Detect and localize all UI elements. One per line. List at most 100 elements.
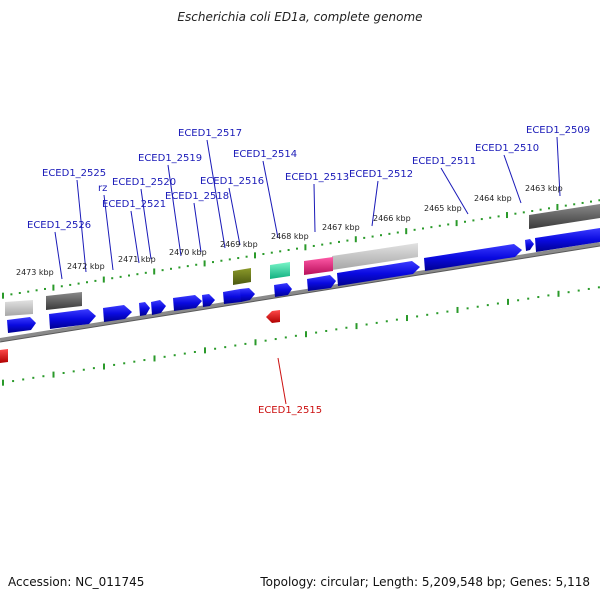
topology-text: Topology: circular; Length: 5,209,548 bp… [260,575,590,589]
gene-label-eced1-2519[interactable]: ECED1_2519 [138,153,202,164]
ruler-tick [270,251,273,254]
gene-label-eced1-2516[interactable]: ECED1_2516 [200,176,264,187]
gene-labels: ECED1_2526 ECED1_2525 rz ECED1_2521 ECED… [27,125,590,416]
feature-pseudo-light[interactable] [5,300,33,316]
ruler-tick [279,250,282,253]
ruler-tick [32,376,35,379]
ruler-tick [396,231,399,234]
ruler-tick [329,242,332,245]
cds-forward[interactable] [307,275,336,291]
ruler-tick [77,282,80,285]
ruler-tick [296,247,298,250]
ruler-tick [365,323,368,326]
gene-label-eced1-2517[interactable]: ECED1_2517 [178,128,242,139]
ruler-tick [133,360,136,363]
ruler-tick [338,240,340,243]
feature-trna-olive[interactable] [233,268,251,285]
cds-forward[interactable] [337,261,420,286]
upper-tick-ruler [2,199,600,299]
cds-forward[interactable] [202,294,215,307]
gene-label-eced1-2520[interactable]: ECED1_2520 [112,177,176,188]
ruler-tick [590,200,592,203]
cds-forward[interactable] [7,317,36,333]
ruler-tick [426,313,429,316]
gene-label-eced1-2521[interactable]: ECED1_2521 [102,199,166,210]
kbp-label: 2472 kbp [67,262,105,271]
ruler-tick [94,279,97,282]
feature-pseudo-light[interactable] [332,243,418,270]
ruler-tick [556,203,559,210]
ruler-tick [355,323,358,330]
ruler-tick [464,220,466,223]
ruler-tick [82,368,85,371]
cds-forward[interactable] [139,302,150,316]
gene-label-eced1-2512[interactable]: ECED1_2512 [349,169,413,180]
cds-forward[interactable] [274,283,292,297]
cds-forward[interactable] [535,228,600,252]
ruler-tick [507,298,509,305]
cds-reverse[interactable] [0,349,8,363]
gene-label-eced1-2509[interactable]: ECED1_2509 [526,125,590,136]
gene-label-eced1-2511[interactable]: ECED1_2511 [412,156,476,167]
ruler-tick [22,378,25,381]
ruler-tick [527,297,530,300]
cds-forward[interactable] [151,300,166,315]
cds-forward[interactable] [49,309,96,329]
ruler-tick [62,371,65,374]
ruler-tick [12,380,15,383]
ruler-tick [456,306,459,313]
ruler-tick [422,227,424,230]
ruler-tick [183,352,186,355]
ruler-tick [163,355,166,358]
ruler-tick [262,253,265,256]
ruler-tick [547,294,550,297]
cds-forward[interactable] [424,244,522,271]
ruler-tick [497,215,500,218]
cds-forward[interactable] [240,288,255,302]
gene-label-eced1-2513[interactable]: ECED1_2513 [285,172,349,183]
ruler-tick [193,350,196,353]
feature-rrna-mint[interactable] [270,262,290,279]
kbp-labels: 2473 kbp 2472 kbp 2471 kbp 2470 kbp 2469… [16,184,563,277]
ruler-tick [395,318,398,321]
feature-pseudo-dark[interactable] [46,292,82,310]
ruler-tick [466,307,469,310]
cds-forward[interactable] [223,289,246,304]
gene-label-rz[interactable]: rz [98,183,107,194]
gene-label-eced1-2510[interactable]: ECED1_2510 [475,143,539,154]
ruler-tick [548,207,550,210]
feature-pseudo-dark[interactable] [529,204,600,229]
ruler-tick [27,290,30,293]
ruler-tick [52,284,55,291]
gene-label-eced1-2518[interactable]: ECED1_2518 [165,191,229,202]
kbp-label: 2463 kbp [525,184,563,193]
ruler-tick [564,204,567,207]
cds-reverse[interactable] [266,310,280,323]
ruler-tick [35,289,38,292]
gene-label-eced1-2526[interactable]: ECED1_2526 [27,220,91,231]
ruler-tick [388,232,391,235]
ruler-tick [486,304,489,307]
ruler-tick [476,305,479,308]
kbp-label: 2466 kbp [373,214,411,223]
ruler-tick [446,310,449,313]
ruler-tick [128,274,130,277]
ruler-tick [143,359,146,362]
ruler-tick [214,347,217,350]
cds-forward[interactable] [173,295,202,311]
feature-misc-magenta[interactable] [304,257,333,275]
ruler-tick [103,363,105,370]
ruler-tick [244,342,247,345]
ruler-tick [455,220,458,227]
ruler-tick [212,261,214,264]
ruler-tick [573,203,576,206]
ruler-tick [496,302,499,305]
ruler-tick [254,339,257,346]
cds-forward[interactable] [103,305,132,322]
ruler-tick [42,375,45,378]
gene-label-eced1-2525[interactable]: ECED1_2525 [42,168,106,179]
gene-label-eced1-2515[interactable]: ECED1_2515 [258,405,322,416]
cds-forward[interactable] [525,239,534,251]
gene-label-eced1-2514[interactable]: ECED1_2514 [233,149,297,160]
